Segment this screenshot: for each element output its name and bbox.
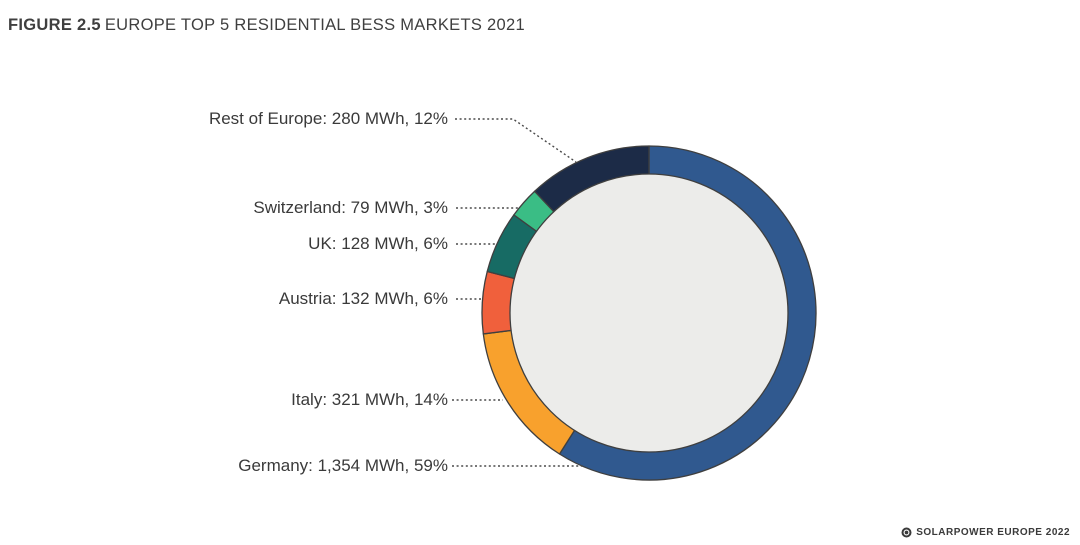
- copyright-text: SOLARPOWER EUROPE 2022: [916, 527, 1070, 538]
- slice-label-switzerland: Switzerland: 79 MWh, 3%: [253, 198, 448, 217]
- solarpower-logo-icon: [901, 527, 912, 538]
- slice-label-austria: Austria: 132 MWh, 6%: [278, 289, 448, 308]
- slice-label-germany: Germany: 1,354 MWh, 59%: [238, 456, 448, 475]
- figure-title: FIGURE 2.5 EUROPE TOP 5 RESIDENTIAL BESS …: [8, 16, 525, 35]
- leader-line-rest-of-europe: [455, 118, 577, 163]
- slice-label-italy: Italy: 321 MWh, 14%: [291, 390, 448, 409]
- figure-number: FIGURE 2.5: [8, 16, 101, 34]
- slice-label-rest-of-europe: Rest of Europe: 280 MWh, 12%: [208, 109, 448, 128]
- figure-title-text: EUROPE TOP 5 RESIDENTIAL BESS MARKETS 20…: [104, 16, 525, 34]
- slice-label-uk: UK: 128 MWh, 6%: [308, 234, 448, 253]
- donut-hole: [509, 173, 789, 453]
- copyright-footer: SOLARPOWER EUROPE 2022: [901, 527, 1070, 538]
